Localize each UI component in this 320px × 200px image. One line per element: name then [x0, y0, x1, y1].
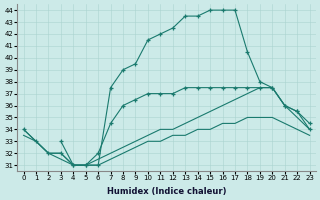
X-axis label: Humidex (Indice chaleur): Humidex (Indice chaleur) — [107, 187, 226, 196]
